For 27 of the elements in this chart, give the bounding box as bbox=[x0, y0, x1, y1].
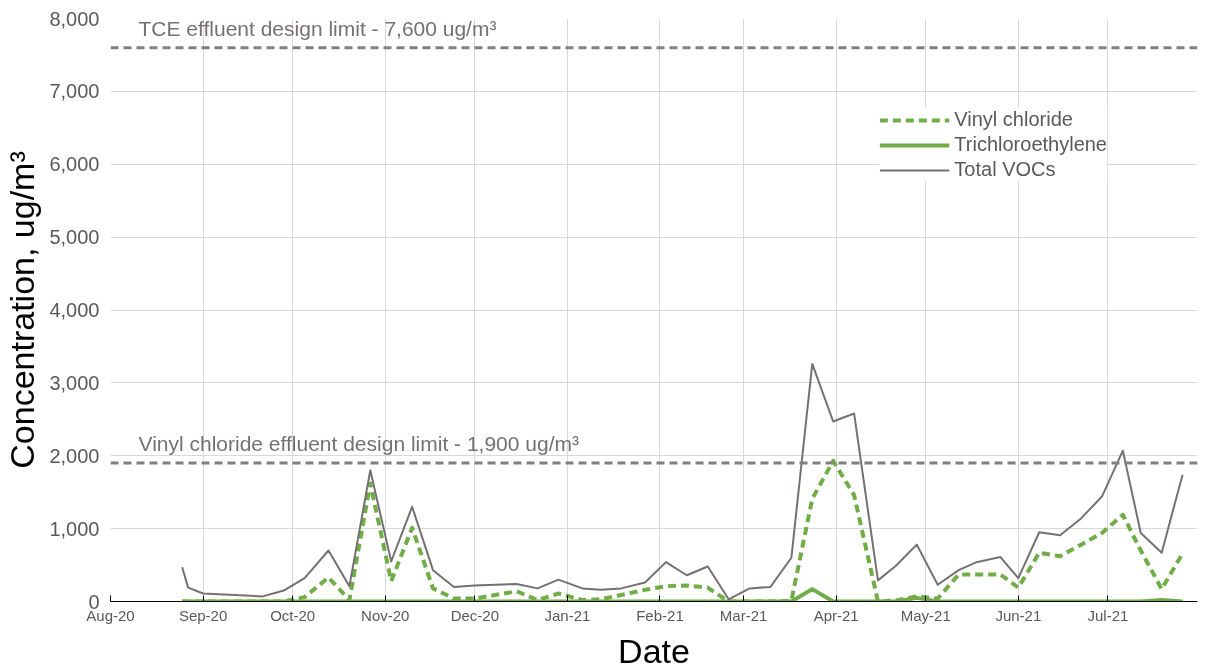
x-tick-label: Dec-20 bbox=[450, 606, 500, 624]
x-tick-label: Jul-21 bbox=[1087, 606, 1129, 624]
y-tick-label: 1,000 bbox=[49, 517, 100, 540]
ref-line-label: Vinyl chloride effluent design limit - 1,900 ug/m³ bbox=[138, 432, 579, 456]
y-axis-title: Concentration, ug/m³ bbox=[3, 151, 42, 469]
legend-label: Total VOCs bbox=[954, 158, 1056, 181]
x-tick-label: Feb-21 bbox=[636, 606, 684, 624]
x-tick-label: Apr-21 bbox=[813, 606, 859, 624]
x-tick-label: Mar-21 bbox=[719, 606, 768, 624]
ref-line-label: TCE effluent design limit - 7,600 ug/m³ bbox=[138, 16, 497, 40]
x-tick-label: Nov-20 bbox=[361, 606, 410, 624]
x-tick-label: Sep-20 bbox=[178, 606, 228, 624]
y-tick-label: 8,000 bbox=[49, 7, 100, 30]
y-tick-label: 3,000 bbox=[49, 371, 100, 394]
legend-label: Trichloroethylene bbox=[954, 133, 1107, 156]
legend-label: Vinyl chloride bbox=[954, 108, 1073, 131]
x-tick-label: Jan-21 bbox=[544, 606, 591, 624]
y-tick-label: 4,000 bbox=[49, 299, 100, 321]
x-tick-label: May-21 bbox=[900, 606, 951, 624]
y-tick-label: 6,000 bbox=[49, 153, 100, 176]
line-series bbox=[181, 362, 1184, 601]
x-axis-title: Date bbox=[618, 631, 690, 670]
x-tick-label: Oct-20 bbox=[270, 606, 316, 624]
x-tick-label: Jun-21 bbox=[995, 606, 1042, 624]
y-tick-label: 2,000 bbox=[49, 444, 100, 467]
y-tick-label: 5,000 bbox=[49, 226, 100, 249]
y-tick-label: 7,000 bbox=[49, 80, 100, 103]
